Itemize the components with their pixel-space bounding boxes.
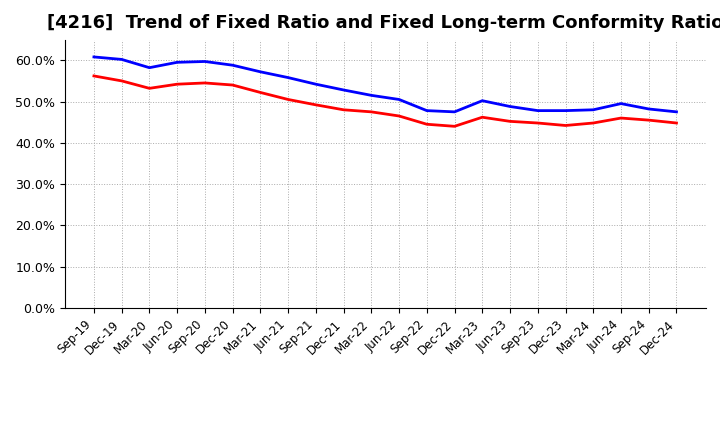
Fixed Ratio (339, 87, 348, 92)
Fixed Long-term Conformity Ratio (89, 73, 98, 79)
Fixed Ratio (616, 101, 625, 106)
Line: Fixed Ratio: Fixed Ratio (94, 57, 677, 112)
Fixed Ratio (312, 81, 320, 87)
Fixed Ratio (589, 107, 598, 113)
Title: [4216]  Trend of Fixed Ratio and Fixed Long-term Conformity Ratio: [4216] Trend of Fixed Ratio and Fixed Lo… (47, 15, 720, 33)
Fixed Long-term Conformity Ratio (201, 81, 210, 86)
Fixed Ratio (395, 97, 403, 102)
Fixed Ratio (367, 93, 376, 98)
Fixed Long-term Conformity Ratio (173, 81, 181, 87)
Fixed Long-term Conformity Ratio (616, 115, 625, 121)
Fixed Ratio (561, 108, 570, 113)
Fixed Ratio (644, 106, 653, 112)
Fixed Ratio (117, 57, 126, 62)
Fixed Long-term Conformity Ratio (644, 117, 653, 123)
Fixed Ratio (423, 108, 431, 113)
Fixed Long-term Conformity Ratio (478, 114, 487, 120)
Fixed Ratio (89, 54, 98, 59)
Fixed Long-term Conformity Ratio (256, 90, 265, 95)
Fixed Ratio (201, 59, 210, 64)
Fixed Ratio (284, 75, 292, 80)
Fixed Long-term Conformity Ratio (117, 78, 126, 84)
Fixed Ratio (450, 109, 459, 114)
Fixed Long-term Conformity Ratio (228, 82, 237, 88)
Fixed Long-term Conformity Ratio (395, 114, 403, 119)
Fixed Long-term Conformity Ratio (505, 119, 514, 124)
Fixed Long-term Conformity Ratio (312, 102, 320, 107)
Fixed Ratio (534, 108, 542, 113)
Fixed Ratio (173, 60, 181, 65)
Fixed Ratio (505, 104, 514, 109)
Fixed Long-term Conformity Ratio (339, 107, 348, 113)
Line: Fixed Long-term Conformity Ratio: Fixed Long-term Conformity Ratio (94, 76, 677, 126)
Fixed Ratio (256, 69, 265, 74)
Fixed Long-term Conformity Ratio (423, 121, 431, 127)
Fixed Long-term Conformity Ratio (589, 121, 598, 126)
Fixed Ratio (228, 62, 237, 68)
Fixed Long-term Conformity Ratio (672, 121, 681, 126)
Fixed Long-term Conformity Ratio (561, 123, 570, 128)
Fixed Ratio (145, 65, 154, 70)
Fixed Long-term Conformity Ratio (284, 97, 292, 102)
Fixed Long-term Conformity Ratio (450, 124, 459, 129)
Fixed Ratio (478, 98, 487, 103)
Fixed Long-term Conformity Ratio (534, 121, 542, 126)
Fixed Ratio (672, 109, 681, 114)
Fixed Long-term Conformity Ratio (367, 109, 376, 114)
Fixed Long-term Conformity Ratio (145, 86, 154, 91)
